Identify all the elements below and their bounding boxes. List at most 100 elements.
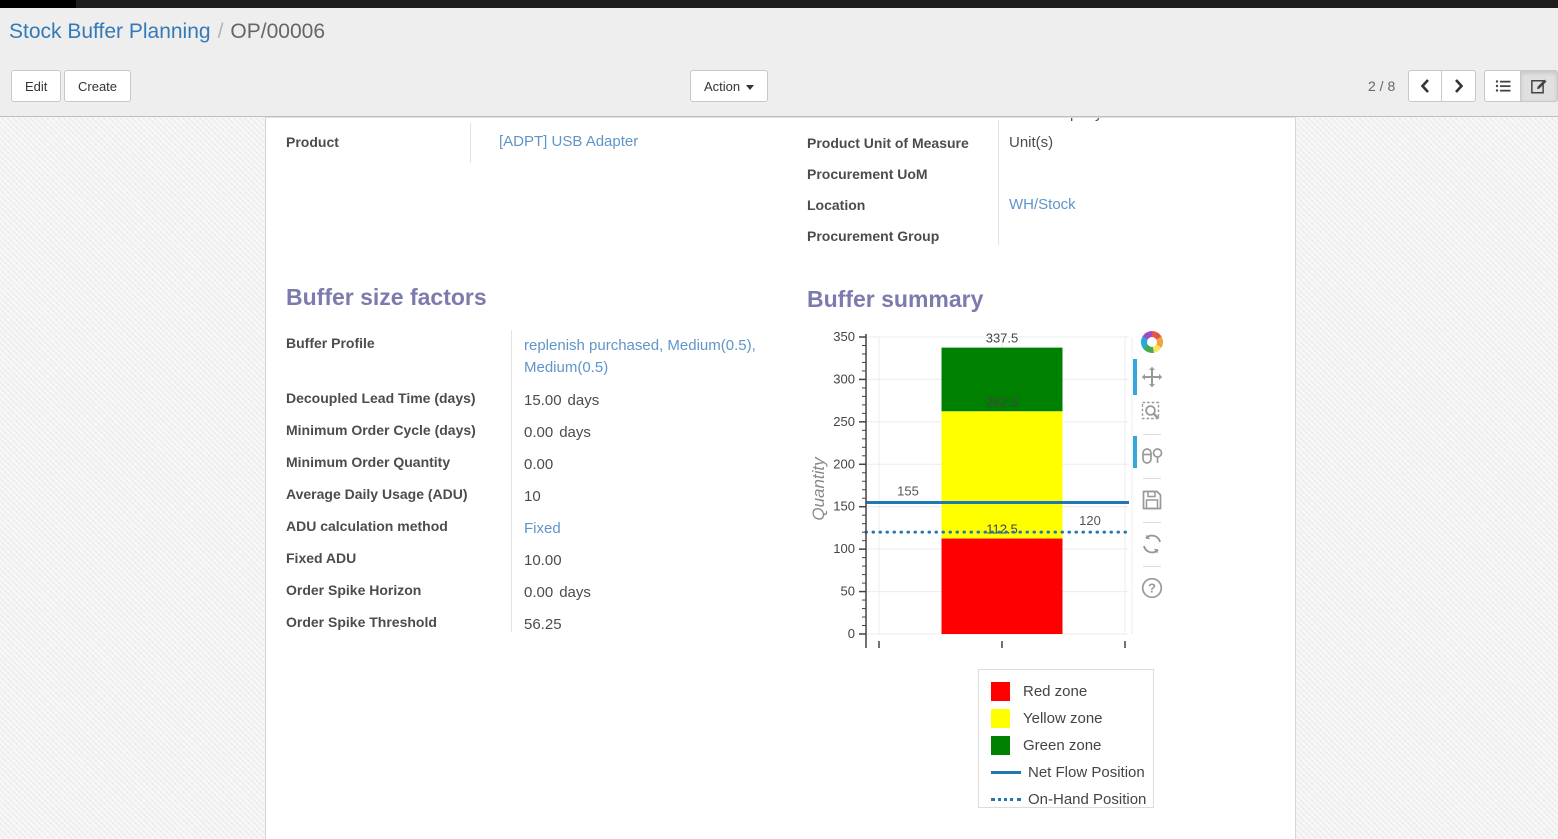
legend-label: Red zone	[1023, 683, 1088, 700]
field-value-text: 56.25	[524, 616, 562, 633]
field-value: 15.00 days	[511, 385, 599, 412]
field-label: Location	[807, 197, 866, 213]
modebar-separator	[1143, 434, 1161, 435]
field-group-factors: Buffer Profile replenish purchased, Mediu…	[286, 330, 776, 641]
buffer-summary-chart[interactable]: 112.5 262.5 337.5 155 120 0 50 100 150 200 250 300 3…	[809, 329, 1140, 664]
view-switcher	[1484, 70, 1558, 102]
chevron-left-icon	[1420, 79, 1429, 93]
field-value: [ADPT] USB Adapter	[470, 128, 638, 150]
legend-item[interactable]: Green zone	[991, 732, 1153, 759]
field-row: Minimum Order Quantity 0.00	[286, 449, 776, 481]
field-label: Average Daily Usage (ADU)	[286, 486, 468, 502]
field-row: Fixed ADU 10.00	[286, 545, 776, 577]
field-value	[998, 160, 1009, 165]
column-separator	[470, 123, 471, 163]
field-row: ADU calculation method Fixed	[286, 513, 776, 545]
svg-text:250: 250	[833, 414, 855, 429]
field-row: Average Daily Usage (ADU) 10	[286, 481, 776, 513]
svg-text:337.5: 337.5	[986, 331, 1019, 346]
top-navbar-left-segment	[0, 0, 76, 8]
pager-previous-button[interactable]	[1408, 70, 1442, 102]
reset-axes-icon[interactable]	[1139, 531, 1165, 557]
legend-swatch	[991, 682, 1010, 701]
form-view-icon	[1531, 79, 1547, 94]
field-row: Order Spike Threshold 56.25	[286, 609, 776, 641]
field-label: Order Spike Horizon	[286, 582, 422, 598]
legend-swatch	[991, 798, 1021, 801]
form-sheet: YourCompany Product [ADPT] USB Adapter Pr…	[265, 117, 1296, 839]
field-row: Procurement UoM	[807, 160, 1287, 191]
field-value-text: 10.00	[524, 552, 562, 569]
svg-text:?: ?	[1148, 581, 1156, 596]
caret-down-icon	[746, 84, 755, 90]
field-label: Minimum Order Cycle (days)	[286, 422, 476, 438]
field-label: Product	[286, 134, 339, 150]
legend-label: Net Flow Position	[1028, 764, 1145, 781]
legend-swatch	[991, 771, 1021, 774]
field-group-right: Product Unit of Measure Unit(s) Procuremen…	[807, 129, 1287, 253]
field-label: Order Spike Threshold	[286, 614, 437, 630]
breadcrumb-parent-link[interactable]: Stock Buffer Planning	[9, 20, 211, 43]
zoom-box-icon[interactable]	[1139, 399, 1165, 425]
create-button[interactable]: Create	[64, 70, 132, 102]
control-panel: Stock Buffer Planning / OP/00006 Edit Crea…	[0, 8, 1558, 117]
field-value-link[interactable]: WH/Stock	[1009, 196, 1076, 213]
edit-button[interactable]: Edit	[11, 70, 62, 102]
svg-text:112.5: 112.5	[986, 522, 1018, 537]
field-value-link[interactable]: replenish purchased, Medium(0.5), Medium…	[524, 337, 756, 376]
field-suffix: days	[559, 584, 591, 601]
svg-text:150: 150	[833, 499, 855, 514]
svg-text:Quantity: Quantity	[810, 456, 828, 521]
field-value-text: 15.00	[524, 392, 562, 409]
field-value-text: Unit(s)	[1009, 134, 1054, 151]
pager-next-button[interactable]	[1442, 70, 1476, 102]
section-title-buffer-summary: Buffer summary	[807, 286, 984, 312]
field-value: replenish purchased, Medium(0.5), Medium…	[511, 330, 761, 379]
field-value: 56.25	[511, 609, 562, 636]
form-view-button[interactable]	[1521, 70, 1558, 102]
field-label: Buffer Profile	[286, 335, 375, 351]
modebar-separator	[1143, 566, 1161, 567]
field-row: Minimum Order Cycle (days) 0.00 days	[286, 417, 776, 449]
legend-item[interactable]: Red zone	[991, 678, 1153, 705]
field-value-text: 10	[524, 488, 541, 505]
field-value: 0.00	[511, 449, 553, 476]
legend-item[interactable]: Net Flow Position	[991, 759, 1153, 786]
field-label: Product Unit of Measure	[807, 135, 969, 151]
list-view-icon	[1495, 80, 1510, 92]
field-value-link[interactable]: Fixed	[524, 520, 561, 537]
modebar-separator	[1143, 478, 1161, 479]
legend-item[interactable]: Yellow zone	[991, 705, 1153, 732]
list-view-button[interactable]	[1484, 70, 1521, 102]
pan-icon[interactable]	[1139, 364, 1165, 390]
svg-text:350: 350	[833, 329, 855, 344]
plotly-logo-icon[interactable]	[1139, 329, 1165, 355]
breadcrumb-separator: /	[217, 20, 224, 43]
legend-swatch	[991, 736, 1010, 755]
field-value-link[interactable]: [ADPT] USB Adapter	[499, 133, 639, 150]
field-row: Location WH/Stock	[807, 191, 1287, 222]
field-label: Procurement UoM	[807, 166, 928, 182]
svg-text:50: 50	[841, 584, 855, 599]
field-value: WH/Stock	[998, 191, 1076, 213]
legend-swatch	[991, 709, 1010, 728]
compare-hover-icon[interactable]	[1139, 443, 1165, 469]
clipped-field-value: YourCompany	[1008, 118, 1128, 124]
legend-item[interactable]: On-Hand Position	[991, 786, 1153, 813]
save-image-icon[interactable]	[1139, 487, 1165, 513]
field-value: 0.00 days	[511, 577, 591, 604]
field-value-text: 0.00	[524, 456, 554, 473]
field-group-left: Product [ADPT] USB Adapter	[286, 128, 756, 159]
field-value	[998, 222, 1009, 227]
help-icon[interactable]: ?	[1139, 575, 1165, 601]
action-dropdown-button[interactable]: Action	[690, 70, 769, 102]
svg-text:300: 300	[833, 371, 855, 386]
chevron-right-icon	[1454, 79, 1463, 93]
svg-text:155: 155	[897, 483, 919, 498]
buffer-chart-svg[interactable]: 112.5 262.5 337.5 155 120 0 50 100 150 200 250 300 3…	[809, 329, 1140, 664]
field-suffix: days	[567, 392, 600, 409]
field-row: Decoupled Lead Time (days) 15.00 days	[286, 385, 776, 417]
field-row: Product [ADPT] USB Adapter	[286, 128, 756, 159]
section-title-buffer-size-factors: Buffer size factors	[286, 284, 487, 310]
